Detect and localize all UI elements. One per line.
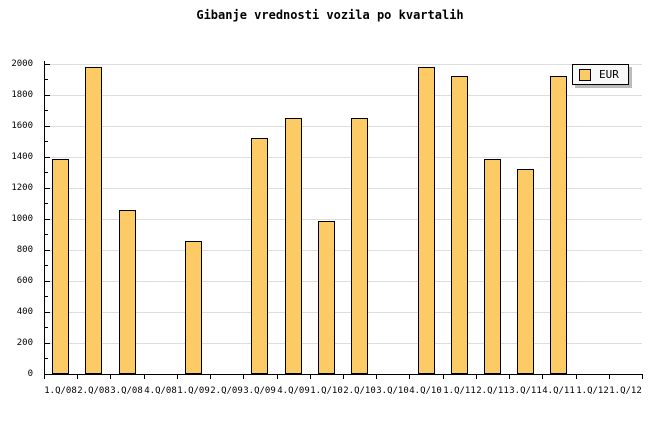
gridline <box>45 95 642 96</box>
x-tick <box>277 375 278 379</box>
y-axis-label: 1400 <box>11 152 33 162</box>
legend: EUR <box>572 64 629 85</box>
y-axis-label: 1600 <box>11 121 33 131</box>
x-axis-label: 2.Q/11 <box>476 386 509 396</box>
bar <box>285 118 302 374</box>
y-minor-tick <box>45 265 48 266</box>
x-tick <box>509 375 510 379</box>
legend-label: EUR <box>599 67 619 81</box>
y-minor-tick <box>45 296 48 297</box>
gridline <box>45 188 642 189</box>
y-axis-label: 400 <box>16 307 33 317</box>
gridline <box>45 64 642 65</box>
x-tick <box>609 375 610 379</box>
x-tick <box>542 375 543 379</box>
y-axis-label: 1800 <box>11 90 33 100</box>
x-tick <box>243 375 244 379</box>
y-major-tick <box>45 250 50 251</box>
y-axis <box>44 61 45 375</box>
gridline <box>45 219 642 220</box>
x-axis-label: 2.Q/10 <box>343 386 376 396</box>
y-major-tick <box>45 312 50 313</box>
y-axis-label: 2000 <box>11 59 33 69</box>
x-tick <box>642 375 643 379</box>
gridline <box>45 157 642 158</box>
y-axis-label: 1200 <box>11 183 33 193</box>
bar <box>318 221 335 374</box>
y-minor-tick <box>45 327 48 328</box>
y-axis-label: 800 <box>16 245 33 255</box>
y-axis-label: 200 <box>16 338 33 348</box>
x-tick <box>343 375 344 379</box>
y-major-tick <box>45 374 50 375</box>
bar <box>517 169 534 374</box>
y-minor-tick <box>45 172 48 173</box>
x-tick <box>476 375 477 379</box>
bar <box>185 241 202 374</box>
gridline <box>45 312 642 313</box>
chart-title: Gibanje vrednosti vozila po kvartalih <box>196 8 464 22</box>
x-axis-label: 1.Q/10 <box>310 386 343 396</box>
y-minor-tick <box>45 141 48 142</box>
x-tick <box>443 375 444 379</box>
bar <box>52 159 69 374</box>
gridline <box>45 343 642 344</box>
x-tick <box>177 375 178 379</box>
y-axis-label: 0 <box>27 369 33 379</box>
y-minor-tick <box>45 110 48 111</box>
y-major-tick <box>45 95 50 96</box>
y-major-tick <box>45 126 50 127</box>
x-axis-label: 3.Q/09 <box>243 386 276 396</box>
y-major-tick <box>45 188 50 189</box>
x-tick <box>110 375 111 379</box>
x-tick <box>210 375 211 379</box>
y-minor-tick <box>45 79 48 80</box>
y-minor-tick <box>45 358 48 359</box>
bar <box>251 138 268 374</box>
y-major-tick <box>45 219 50 220</box>
x-axis-label: 3.Q/08 <box>110 386 143 396</box>
x-tick <box>310 375 311 379</box>
x-axis-label: 4.Q/08 <box>144 386 177 396</box>
x-tick <box>576 375 577 379</box>
x-axis-label: 1.Q/12 <box>609 386 642 396</box>
x-axis-label: 4.Q/10 <box>409 386 442 396</box>
x-axis-label: 1.Q/12 <box>576 386 609 396</box>
x-axis-label: 2.Q/09 <box>210 386 243 396</box>
y-minor-tick <box>45 203 48 204</box>
y-major-tick <box>45 64 50 65</box>
gridline <box>45 250 642 251</box>
x-tick <box>44 375 45 379</box>
x-tick <box>409 375 410 379</box>
y-major-tick <box>45 157 50 158</box>
bar <box>351 118 368 374</box>
x-axis-label: 4.Q/11 <box>542 386 575 396</box>
x-axis-label: 3.Q/11 <box>509 386 542 396</box>
bar <box>85 67 102 374</box>
y-minor-tick <box>45 234 48 235</box>
x-tick <box>376 375 377 379</box>
x-axis-label: 3.Q/10 <box>376 386 409 396</box>
gridline <box>45 126 642 127</box>
x-axis <box>44 374 643 375</box>
y-axis-label: 1000 <box>11 214 33 224</box>
bar <box>418 67 435 374</box>
x-axis-label: 2.Q/08 <box>77 386 110 396</box>
bar <box>119 210 136 374</box>
y-axis-label: 600 <box>16 276 33 286</box>
x-axis-label: 4.Q/09 <box>277 386 310 396</box>
x-tick <box>77 375 78 379</box>
x-axis-label: 1.Q/11 <box>443 386 476 396</box>
y-major-tick <box>45 343 50 344</box>
legend-swatch <box>579 68 591 81</box>
x-tick <box>144 375 145 379</box>
gridline <box>45 281 642 282</box>
bar <box>451 76 468 374</box>
x-axis-label: 1.Q/09 <box>177 386 210 396</box>
x-axis-label: 1.Q/08 <box>44 386 77 396</box>
bar <box>550 76 567 374</box>
bar <box>484 159 501 374</box>
y-major-tick <box>45 281 50 282</box>
